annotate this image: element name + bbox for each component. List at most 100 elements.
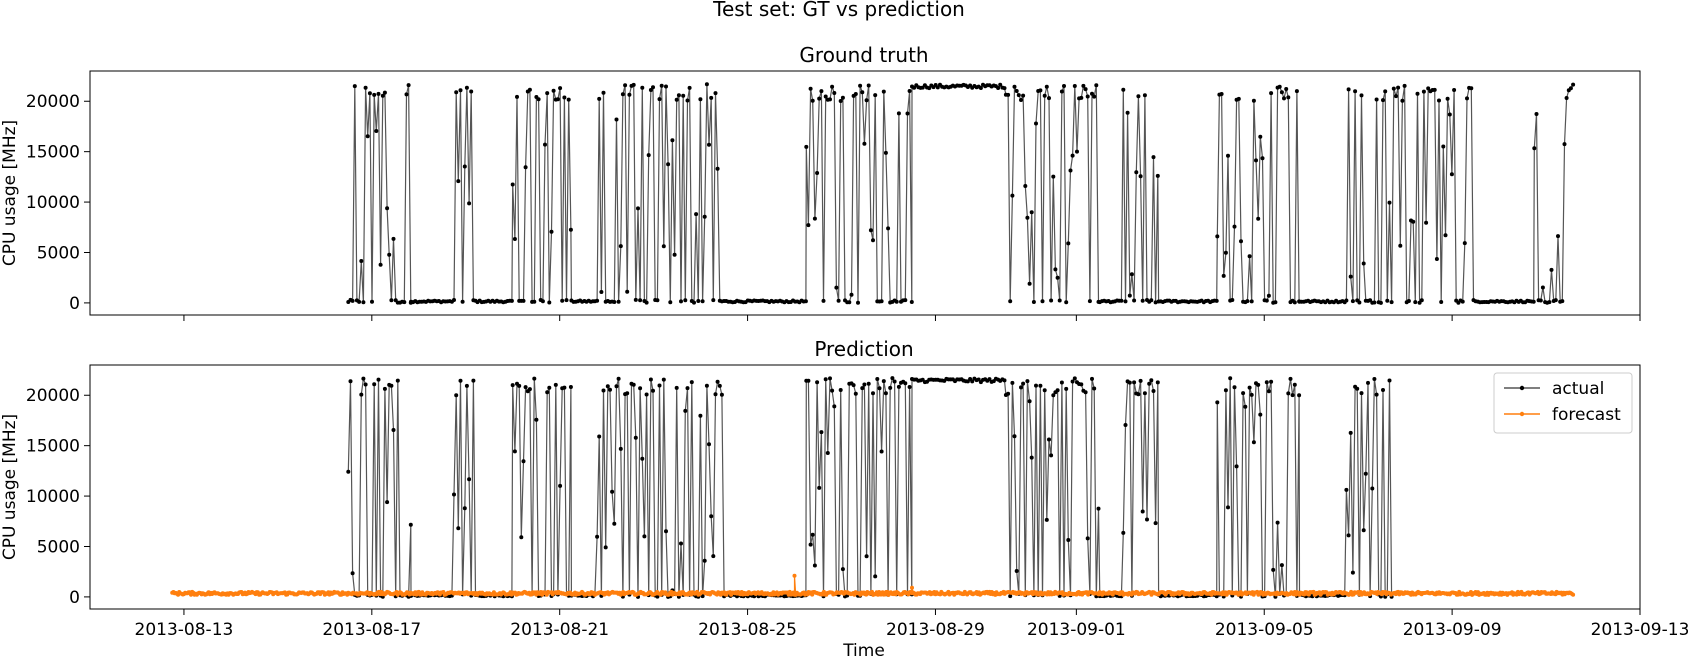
actual-point <box>674 385 679 390</box>
actual-point <box>655 594 660 599</box>
forecast-point <box>910 585 914 590</box>
actual-point <box>1010 380 1015 385</box>
actual-point <box>1047 96 1051 101</box>
actual-point <box>1398 243 1403 248</box>
actual-point <box>896 384 901 389</box>
actual-point <box>1366 380 1370 385</box>
actual-point <box>905 111 910 116</box>
actual-point <box>890 376 895 381</box>
actual-point <box>1269 379 1274 384</box>
actual-point <box>1136 94 1141 99</box>
actual-point <box>370 299 374 304</box>
actual-point <box>521 298 526 303</box>
actual-point <box>1031 300 1036 304</box>
forecast-point <box>1571 592 1576 597</box>
actual-point <box>1136 392 1141 397</box>
actual-point <box>1249 392 1254 397</box>
actual-point <box>372 382 377 387</box>
actual-point <box>1560 299 1565 304</box>
actual-point <box>672 252 677 257</box>
actual-point <box>601 388 606 393</box>
actual-point <box>534 417 539 422</box>
actual-point <box>380 93 385 98</box>
actual-point <box>1059 89 1064 94</box>
actual-point <box>847 300 852 305</box>
actual-point <box>1002 86 1007 91</box>
plot-area <box>170 376 1576 599</box>
actual-point <box>1359 391 1364 396</box>
actual-point <box>346 469 351 474</box>
actual-point <box>674 97 679 102</box>
actual-point <box>1344 487 1349 492</box>
y-axis-label: CPU usage [MHz] <box>0 120 20 266</box>
actual-point <box>1350 570 1355 575</box>
actual-point <box>359 392 364 397</box>
actual-point <box>372 92 377 97</box>
actual-point <box>1256 216 1261 221</box>
actual-point <box>532 376 537 381</box>
actual-point <box>361 300 366 305</box>
actual-point <box>873 93 878 98</box>
actual-point <box>1121 87 1126 92</box>
actual-point <box>555 97 560 102</box>
actual-point <box>858 83 863 88</box>
actual-point <box>612 521 617 526</box>
actual-point <box>1142 391 1147 396</box>
actual-point <box>352 84 357 89</box>
actual-point <box>1021 93 1026 98</box>
actual-point <box>1081 83 1086 88</box>
forecast-point <box>792 573 797 578</box>
actual-point <box>668 300 673 305</box>
actual-point <box>527 87 532 92</box>
actual-point <box>1284 87 1289 91</box>
actual-point <box>987 377 992 382</box>
actual-point <box>1549 267 1554 272</box>
actual-point <box>868 228 873 233</box>
actual-point <box>389 298 394 303</box>
actual-point <box>376 377 381 382</box>
actual-point <box>903 298 908 303</box>
actual-point <box>1016 93 1021 98</box>
actual-point <box>1006 391 1011 396</box>
actual-point <box>1153 300 1158 305</box>
actual-point <box>452 298 456 302</box>
actual-point <box>804 144 809 149</box>
actual-point <box>709 514 714 519</box>
actual-point <box>348 379 353 384</box>
x-tick-label: 2013-09-01 <box>1027 620 1126 640</box>
actual-point <box>808 542 813 547</box>
actual-point <box>815 171 820 175</box>
actual-point <box>689 380 694 385</box>
actual-point <box>640 456 645 461</box>
actual-point <box>661 244 666 249</box>
actual-point <box>1247 254 1252 259</box>
actual-point <box>1355 386 1360 391</box>
actual-point <box>1372 377 1377 381</box>
panel-title: Ground truth <box>799 43 928 67</box>
actual-point <box>1006 92 1011 97</box>
actual-point <box>1051 174 1056 179</box>
actual-point <box>1282 96 1286 101</box>
x-tick-label: 2013-08-29 <box>886 620 985 640</box>
actual-point <box>1370 486 1375 491</box>
actual-point <box>1038 88 1043 93</box>
y-tick-label: 0 <box>69 294 80 314</box>
actual-point <box>562 95 567 100</box>
actual-point <box>709 95 714 100</box>
actual-point <box>1359 93 1364 98</box>
axis-ticks: 0 5000 10000 15000 20000 2013-08-13 2013-08-17… <box>26 386 1688 640</box>
legend-actual-label: actual <box>1552 379 1604 399</box>
actual-point <box>698 413 703 418</box>
actual-point <box>670 138 675 143</box>
actual-point <box>1256 382 1261 387</box>
actual-point <box>1140 298 1145 303</box>
actual-point <box>1155 173 1160 178</box>
legend: actual forecast <box>1493 372 1633 434</box>
actual-point <box>551 88 556 93</box>
actual-point <box>1346 533 1351 538</box>
actual-point <box>892 379 897 384</box>
actual-point <box>817 96 822 101</box>
actual-point <box>659 83 664 88</box>
actual-point <box>456 526 461 531</box>
